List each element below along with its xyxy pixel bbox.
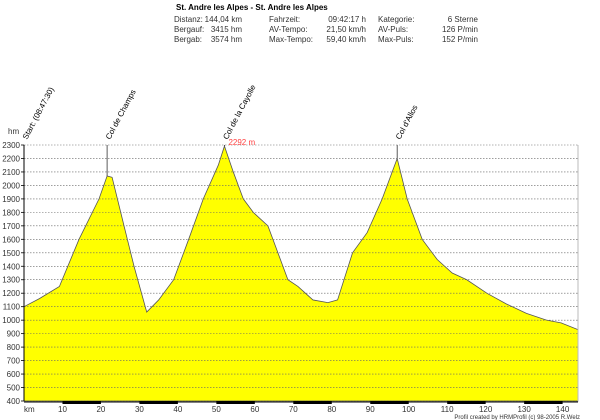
- x-tick-label: 90: [366, 405, 375, 414]
- y-tick-label: 1100: [3, 303, 21, 312]
- y-tick-label: 500: [7, 384, 21, 393]
- stat-value: 126 P/min: [441, 25, 478, 34]
- y-tick-label: 1000: [2, 316, 20, 325]
- x-axis-segment: [293, 401, 332, 404]
- y-axis-label: hm: [8, 127, 19, 136]
- x-axis-segment: [216, 401, 255, 404]
- y-tick-label: 1900: [2, 195, 20, 204]
- stat-label: Fahrzeit:: [269, 15, 301, 24]
- x-axis-segment: [524, 401, 563, 404]
- x-tick-label: 40: [173, 405, 182, 414]
- stat-label: Bergab:: [174, 35, 203, 44]
- x-axis-segment: [139, 401, 178, 404]
- marker-label: Start: (08:47:30): [21, 85, 56, 141]
- stat-label: AV-Puls:: [378, 25, 409, 34]
- stat-value: 144,04 km: [204, 15, 242, 24]
- marker-label: Col d'Allos: [394, 104, 420, 141]
- stat-value: 21,50 km/h: [326, 25, 366, 34]
- y-tick-label: 1700: [2, 222, 20, 231]
- stat-label: Bergauf:: [174, 25, 205, 34]
- y-tick-label: 2200: [2, 154, 20, 163]
- x-tick-label: 60: [250, 405, 259, 414]
- y-tick-label: 1200: [2, 289, 20, 298]
- x-tick-label: 70: [289, 405, 298, 414]
- marker-label: Col de Champs: [104, 88, 138, 141]
- x-tick-label: 140: [556, 405, 570, 414]
- x-tick-label: 120: [479, 405, 493, 414]
- x-axis-label: km: [24, 405, 35, 414]
- x-tick-label: 30: [135, 405, 144, 414]
- stat-value: 152 P/min: [441, 35, 478, 44]
- stat-value: 3415 hm: [210, 25, 242, 34]
- y-tick-label: 1300: [2, 276, 20, 285]
- stat-label: Max-Puls:: [378, 35, 414, 44]
- elevation-area: [23, 144, 579, 402]
- y-tick-label: 600: [7, 370, 21, 379]
- y-tick-label: 2000: [2, 181, 20, 190]
- footer-credit: Profil created by HRMProfil (c) 98-2005 …: [454, 415, 580, 420]
- x-tick-label: 100: [402, 405, 416, 414]
- x-tick-label: 110: [441, 405, 454, 414]
- stat-value: 09:42:17 h: [328, 15, 366, 24]
- x-axis-segment: [370, 401, 409, 404]
- peak-annotation: 2292 m: [228, 138, 255, 147]
- x-axis-segment: [62, 401, 101, 404]
- x-tick-label: 130: [517, 405, 531, 414]
- y-tick-label: 1800: [2, 208, 20, 217]
- stat-label: AV-Tempo:: [269, 25, 308, 34]
- y-tick-label: 700: [7, 357, 21, 366]
- stat-value: 3574 hm: [210, 35, 242, 44]
- y-tick-label: 1600: [2, 235, 20, 244]
- stat-label: Max-Tempo:: [269, 35, 314, 44]
- stat-value: 6 Sterne: [447, 15, 478, 24]
- y-tick-label: 1400: [2, 262, 20, 271]
- x-tick-label: 20: [96, 405, 105, 414]
- marker-label: Col de la Cayolle: [221, 83, 258, 141]
- y-tick-label: 900: [7, 330, 21, 339]
- y-tick-label: 2300: [2, 141, 20, 150]
- x-axis-segment: [447, 401, 486, 404]
- x-tick-label: 80: [327, 405, 336, 414]
- stat-label: Kategorie:: [378, 15, 415, 24]
- route-title: St. Andre les Alpes - St. Andre les Alpe…: [176, 3, 328, 12]
- stat-label: Distanz:: [174, 15, 203, 24]
- y-tick-label: 2100: [2, 168, 20, 177]
- x-tick-label: 50: [212, 405, 221, 414]
- y-tick-label: 800: [7, 343, 21, 352]
- x-tick-label: 10: [58, 405, 67, 414]
- stat-value: 59,40 km/h: [326, 35, 366, 44]
- y-tick-label: 400: [7, 397, 21, 406]
- y-tick-label: 1500: [2, 249, 20, 258]
